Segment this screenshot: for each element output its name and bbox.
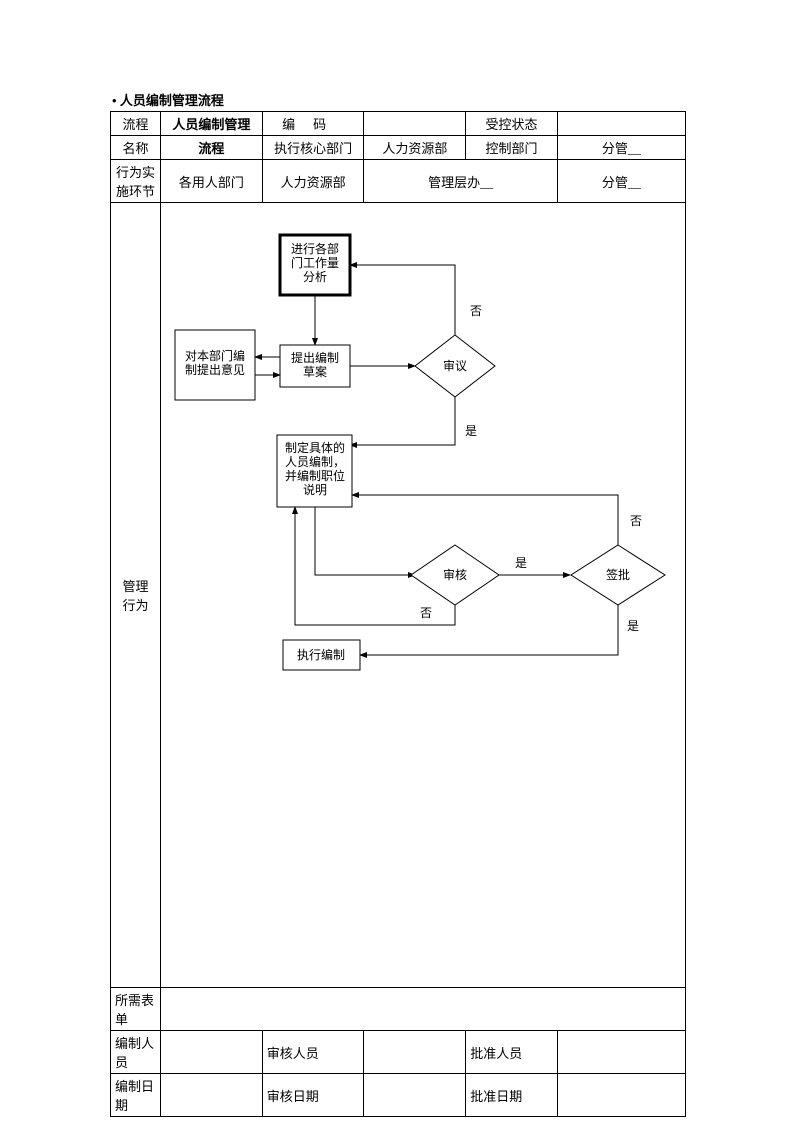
t-approve: 签批 [606,567,630,582]
ftr-r2: 编制日期 审核日期 批准日期 [111,1074,686,1117]
lbl-review-yes: 是 [465,424,477,438]
r2c1: 名称 [111,136,161,160]
r2c6: 分管__ [557,136,685,160]
fr2c5: 批准日期 [466,1074,558,1117]
r2c2: 流程 [161,136,263,160]
arrow-detail-audit [315,507,415,575]
fr2c3: 审核日期 [262,1074,364,1117]
r3c45: 管理层办__ [364,160,557,203]
r1c3-t: 编码 [282,117,344,132]
fr1c4 [364,1031,466,1074]
arrow-review-no [350,265,455,335]
fr1c6 [557,1031,685,1074]
r1c4 [364,112,466,136]
r2c5: 控制部门 [466,136,558,160]
fr2c6 [557,1074,685,1117]
t-audit: 审核 [443,567,467,582]
lbl-approve-yes: 是 [627,619,639,633]
flow-rowlabel: 管理 行为 [111,203,161,988]
r3c2: 各用人部门 [161,160,263,203]
r1c2: 人员编制管理 [161,112,263,136]
fr1c3: 审核人员 [262,1031,364,1074]
ftr-r1: 编制人员 审核人员 批准人员 [111,1031,686,1074]
arrow-approve-no [352,495,618,545]
arrow-review-yes [350,397,455,445]
fr2c2 [161,1074,263,1117]
hdr-row3: 行为实施环节 各用人部门 人力资源部 管理层办__ 分管__ [111,160,686,203]
page-title-text: 人员编制管理流程 [120,93,224,108]
fr2c4 [364,1074,466,1117]
hdr-row1: 流程 人员编制管理 编码 受控状态 [111,112,686,136]
r1c6 [557,112,685,136]
r1c3: 编码 [262,112,364,136]
f-forms-v [161,988,686,1031]
flow-cell: 进行各部门工作量分析 提出编制草案 对本部门编制提出意见 [161,203,686,988]
f-forms: 所需表单 [111,988,161,1031]
fr1c2 [161,1031,263,1074]
ftr-forms: 所需表单 [111,988,686,1031]
fr2c1: 编制日期 [111,1074,161,1117]
r1c1: 流程 [111,112,161,136]
r2c3: 执行核心部门 [262,136,364,160]
arrow-approve-yes [360,605,618,655]
flowchart-svg: 进行各部门工作量分析 提出编制草案 对本部门编制提出意见 [165,205,681,985]
lbl-audit-no: 否 [420,606,432,620]
lbl-approve-no: 否 [630,514,642,528]
t-opinion: 对本部门编制提出意见 [185,348,245,377]
r3c1: 行为实施环节 [111,160,161,203]
fr1c1: 编制人员 [111,1031,161,1074]
r1c5: 受控状态 [466,112,558,136]
flow-row: 管理 行为 进行各部门工作量分析 提出 [111,203,686,988]
r3c3: 人力资源部 [262,160,364,203]
page-title: • 人员编制管理流程 [112,90,683,109]
lbl-review-no: 否 [470,304,482,318]
r3c6: 分管__ [557,160,685,203]
hdr-row2: 名称 流程 执行核心部门 人力资源部 控制部门 分管__ [111,136,686,160]
lbl-audit-yes: 是 [515,556,527,570]
t-review: 审议 [443,358,467,373]
t-execute: 执行编制 [297,647,345,662]
r2c4: 人力资源部 [364,136,466,160]
process-table: 流程 人员编制管理 编码 受控状态 名称 流程 执行核心部门 人力资源部 控制部… [110,111,686,1117]
fr1c5: 批准人员 [466,1031,558,1074]
